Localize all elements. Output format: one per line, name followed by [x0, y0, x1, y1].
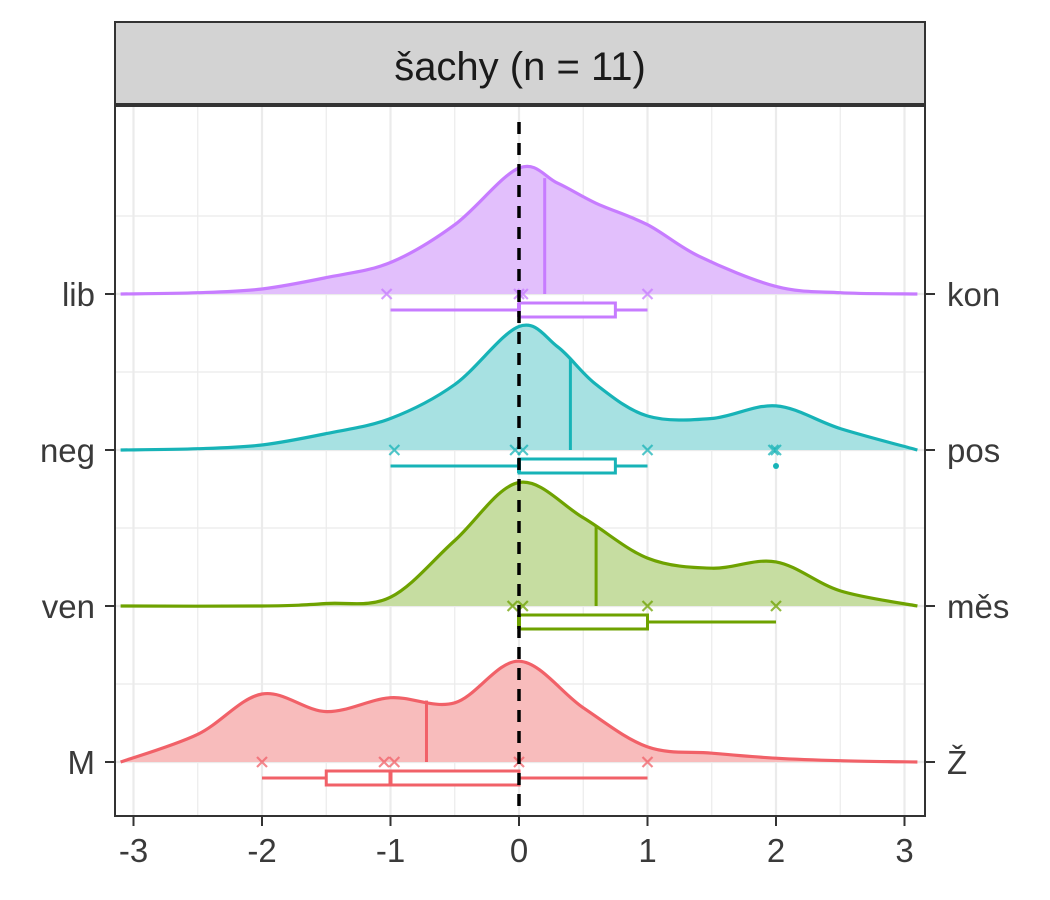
x-tick-label: -3 [119, 832, 148, 869]
y-label-right: pos [947, 432, 1000, 469]
x-tick-label: -1 [376, 832, 405, 869]
boxplot [517, 613, 776, 631]
y-label-left: ven [42, 588, 95, 625]
outlier-point [773, 463, 779, 469]
strip-background [114, 21, 926, 105]
data-point [767, 444, 780, 456]
data-point [770, 444, 782, 456]
y-label-right: Ž [947, 744, 967, 781]
x-tick-label: -2 [247, 832, 276, 869]
axis-layer: -3 -2 -1 0 1 2 3 lib kon neg pos ven měs M Ž [40, 276, 1009, 869]
box [517, 301, 617, 319]
data-point [641, 288, 654, 300]
x-tick-label: 3 [895, 832, 913, 869]
data-point [641, 444, 654, 456]
strip-title: šachy (n = 11) [394, 45, 646, 89]
y-label-right: kon [947, 276, 1000, 313]
box [517, 457, 617, 475]
density-curve [120, 659, 918, 764]
data-point [641, 600, 654, 612]
data-point [770, 600, 782, 612]
y-label-left: lib [62, 276, 95, 313]
data-point [641, 756, 654, 768]
data-point [256, 756, 268, 768]
box [517, 613, 649, 631]
density-curve [120, 164, 918, 296]
data-point [378, 756, 390, 768]
y-label-right: měs [947, 588, 1009, 625]
data-point [388, 756, 401, 768]
x-tick-label: 1 [638, 832, 656, 869]
data-point [506, 600, 519, 612]
x-tick-label: 2 [767, 832, 785, 869]
density-curve [120, 323, 918, 452]
data-point [388, 444, 401, 456]
y-label-left: M [68, 744, 96, 781]
box [324, 769, 521, 787]
boxplot [390, 301, 648, 319]
y-label-left: neg [40, 432, 95, 469]
data-point [380, 288, 393, 300]
x-tick-label: 0 [510, 832, 528, 869]
density-curve [120, 480, 918, 608]
